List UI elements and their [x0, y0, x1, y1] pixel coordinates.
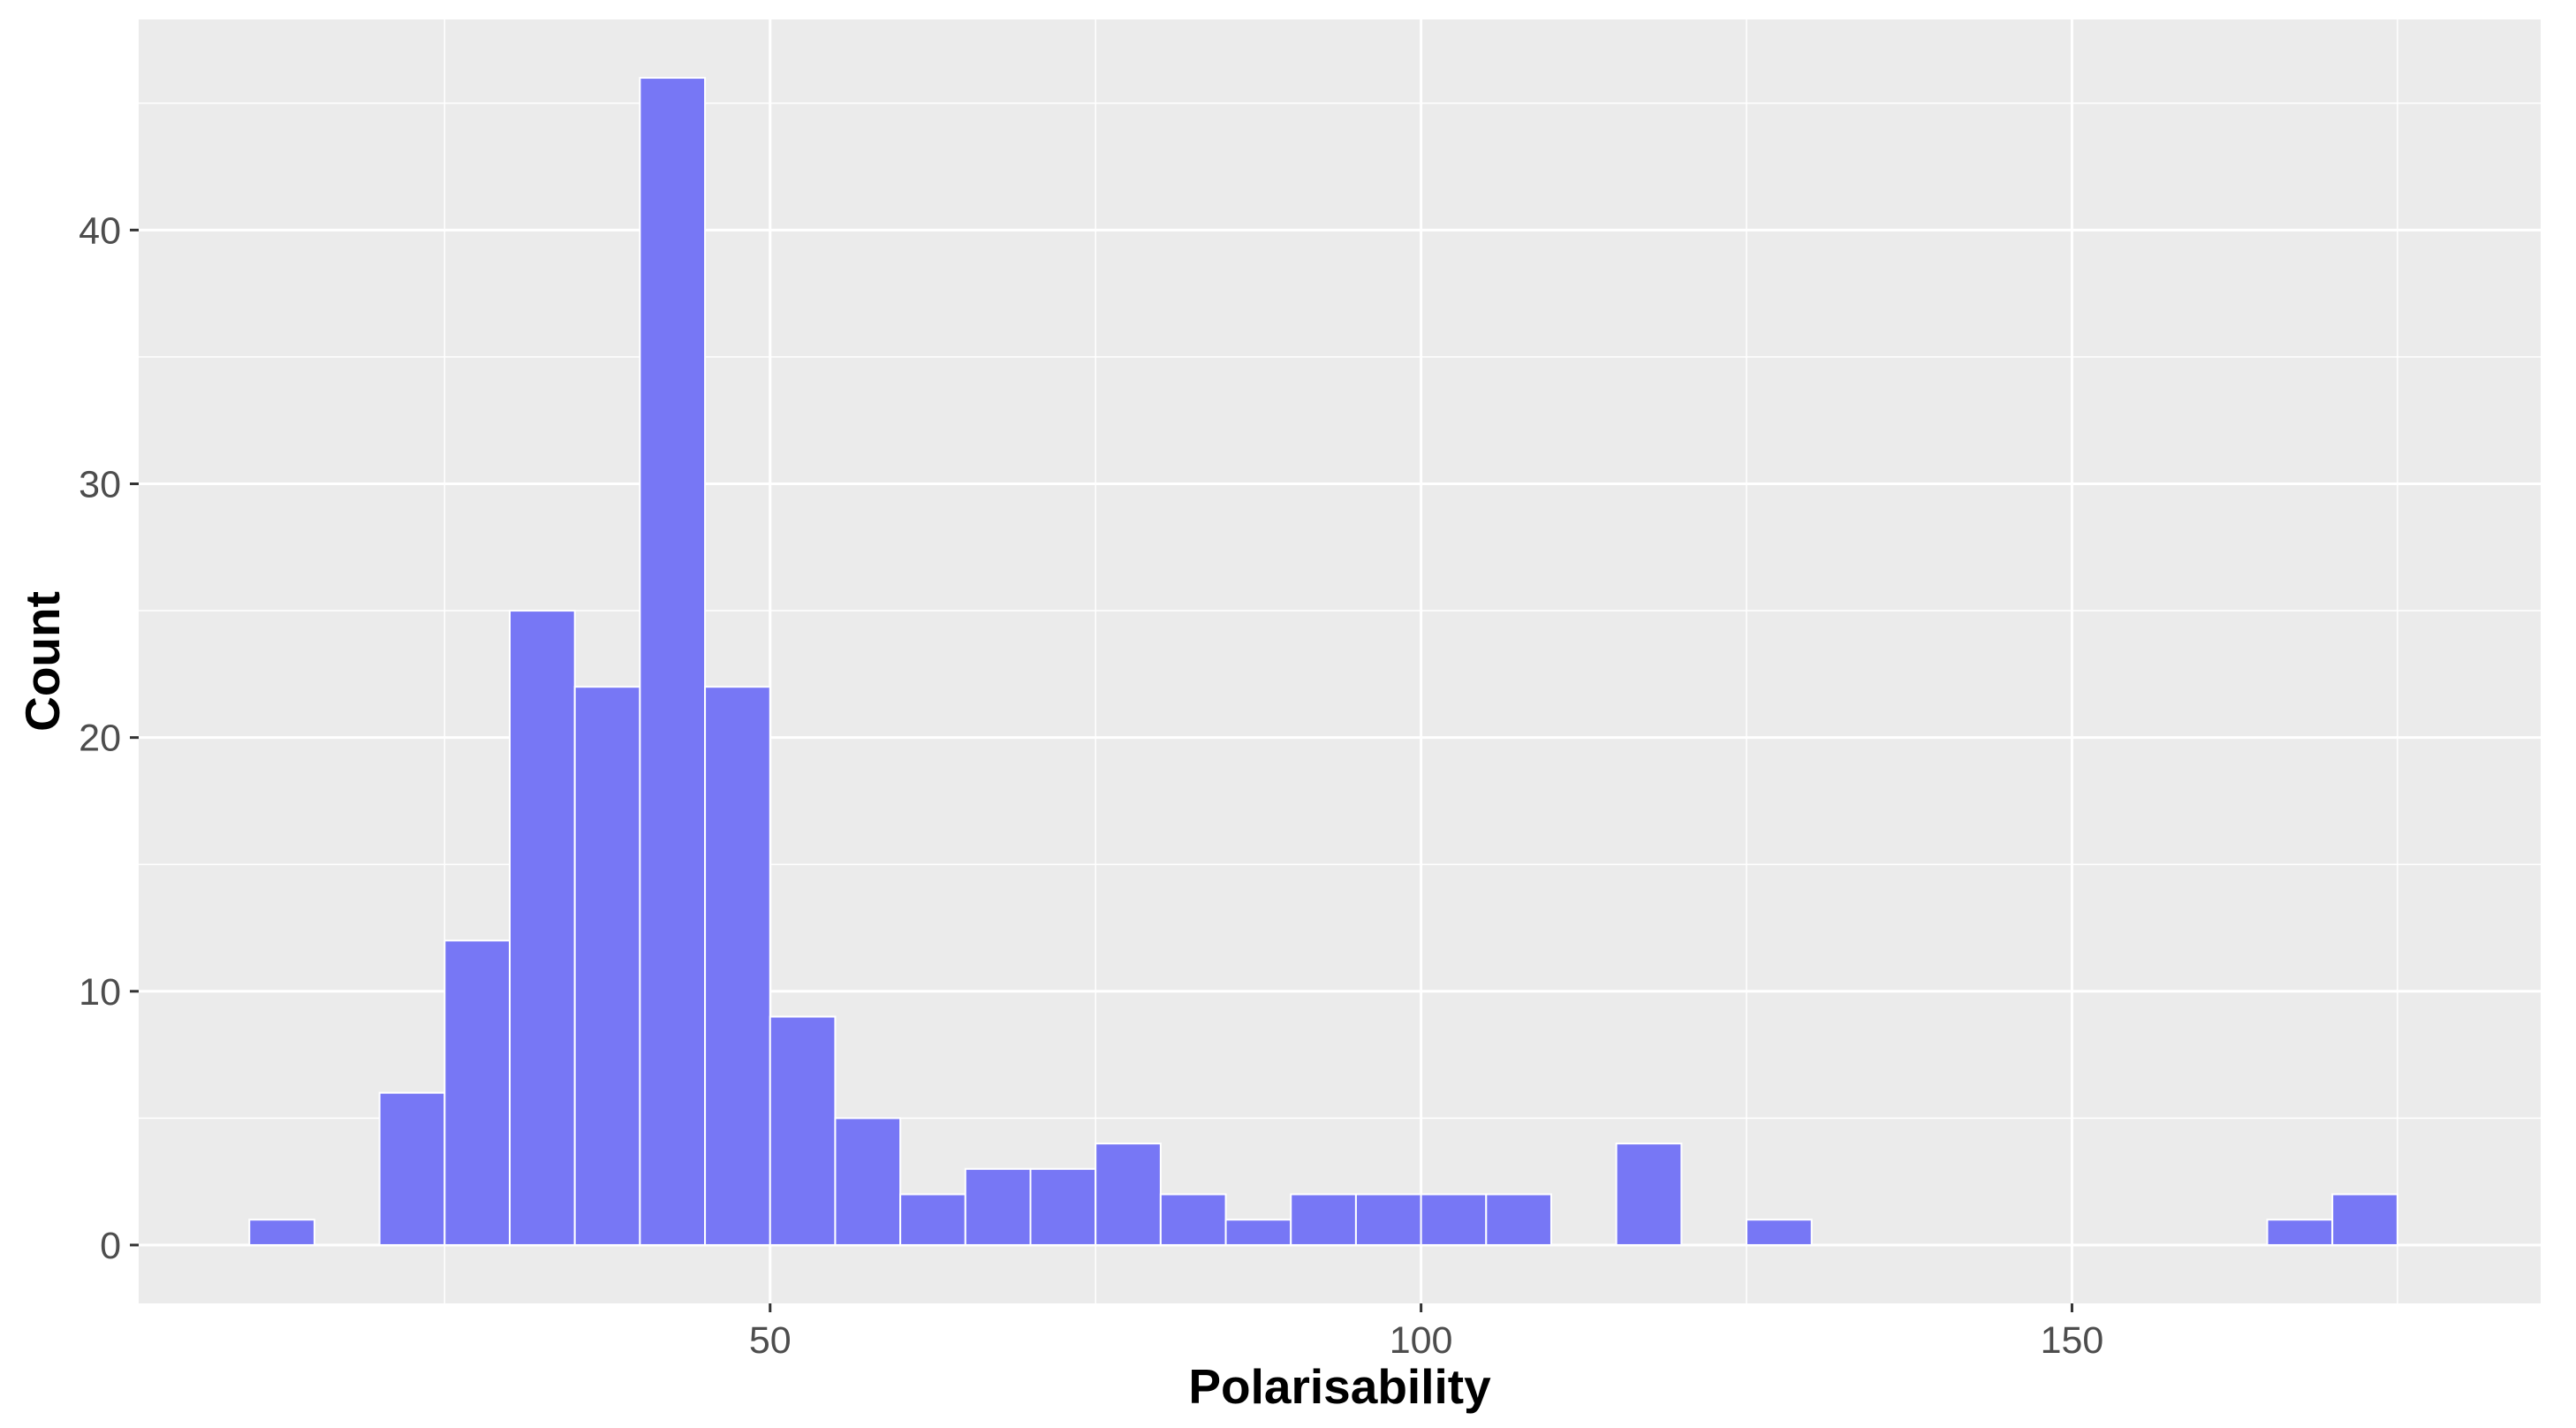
histogram-bar: [1354, 1193, 1422, 1246]
histogram-bar: [704, 686, 771, 1246]
x-tick-label: 50: [749, 1319, 792, 1362]
histogram-bar: [1615, 1143, 1683, 1246]
histogram-bar: [1290, 1193, 1357, 1246]
histogram-bar: [2266, 1219, 2334, 1246]
x-axis-title: Polarisability: [1188, 1359, 1491, 1414]
histogram-bar: [834, 1117, 902, 1246]
y-tick-label: 20: [79, 718, 121, 760]
x-tick-label: 100: [1390, 1319, 1453, 1362]
histogram-bar: [1029, 1167, 1097, 1246]
histogram-bar: [769, 1015, 837, 1246]
histogram-bar: [964, 1167, 1032, 1246]
x-tick-label: 150: [2041, 1319, 2104, 1362]
histogram-bar: [1485, 1193, 1552, 1246]
y-tick-label: 30: [79, 463, 121, 505]
histogram-bar: [1746, 1219, 1813, 1246]
y-axis: 0 10 20 30 40: [79, 209, 139, 1267]
y-tick-label: 0: [100, 1225, 121, 1267]
histogram-bar: [378, 1091, 446, 1246]
y-axis-title: Count: [15, 591, 70, 732]
histogram-bar: [639, 77, 707, 1246]
histogram-bar: [509, 610, 576, 1246]
histogram-bar: [2331, 1193, 2398, 1246]
histogram-bar: [443, 939, 511, 1246]
histogram-bar: [899, 1193, 966, 1246]
y-tick-label: 10: [79, 971, 121, 1014]
histogram-bar: [1420, 1193, 1488, 1246]
histogram-bar: [1095, 1143, 1162, 1246]
histogram-bars: [248, 77, 2398, 1246]
minor-gridlines: [139, 19, 2541, 1303]
histogram-bar: [248, 1219, 315, 1246]
y-tick-label: 40: [79, 209, 121, 252]
histogram-bar: [573, 686, 641, 1246]
x-axis: 50 100 150: [749, 1303, 2104, 1362]
histogram-bar: [1159, 1193, 1227, 1246]
histogram-bar: [1224, 1219, 1292, 1246]
